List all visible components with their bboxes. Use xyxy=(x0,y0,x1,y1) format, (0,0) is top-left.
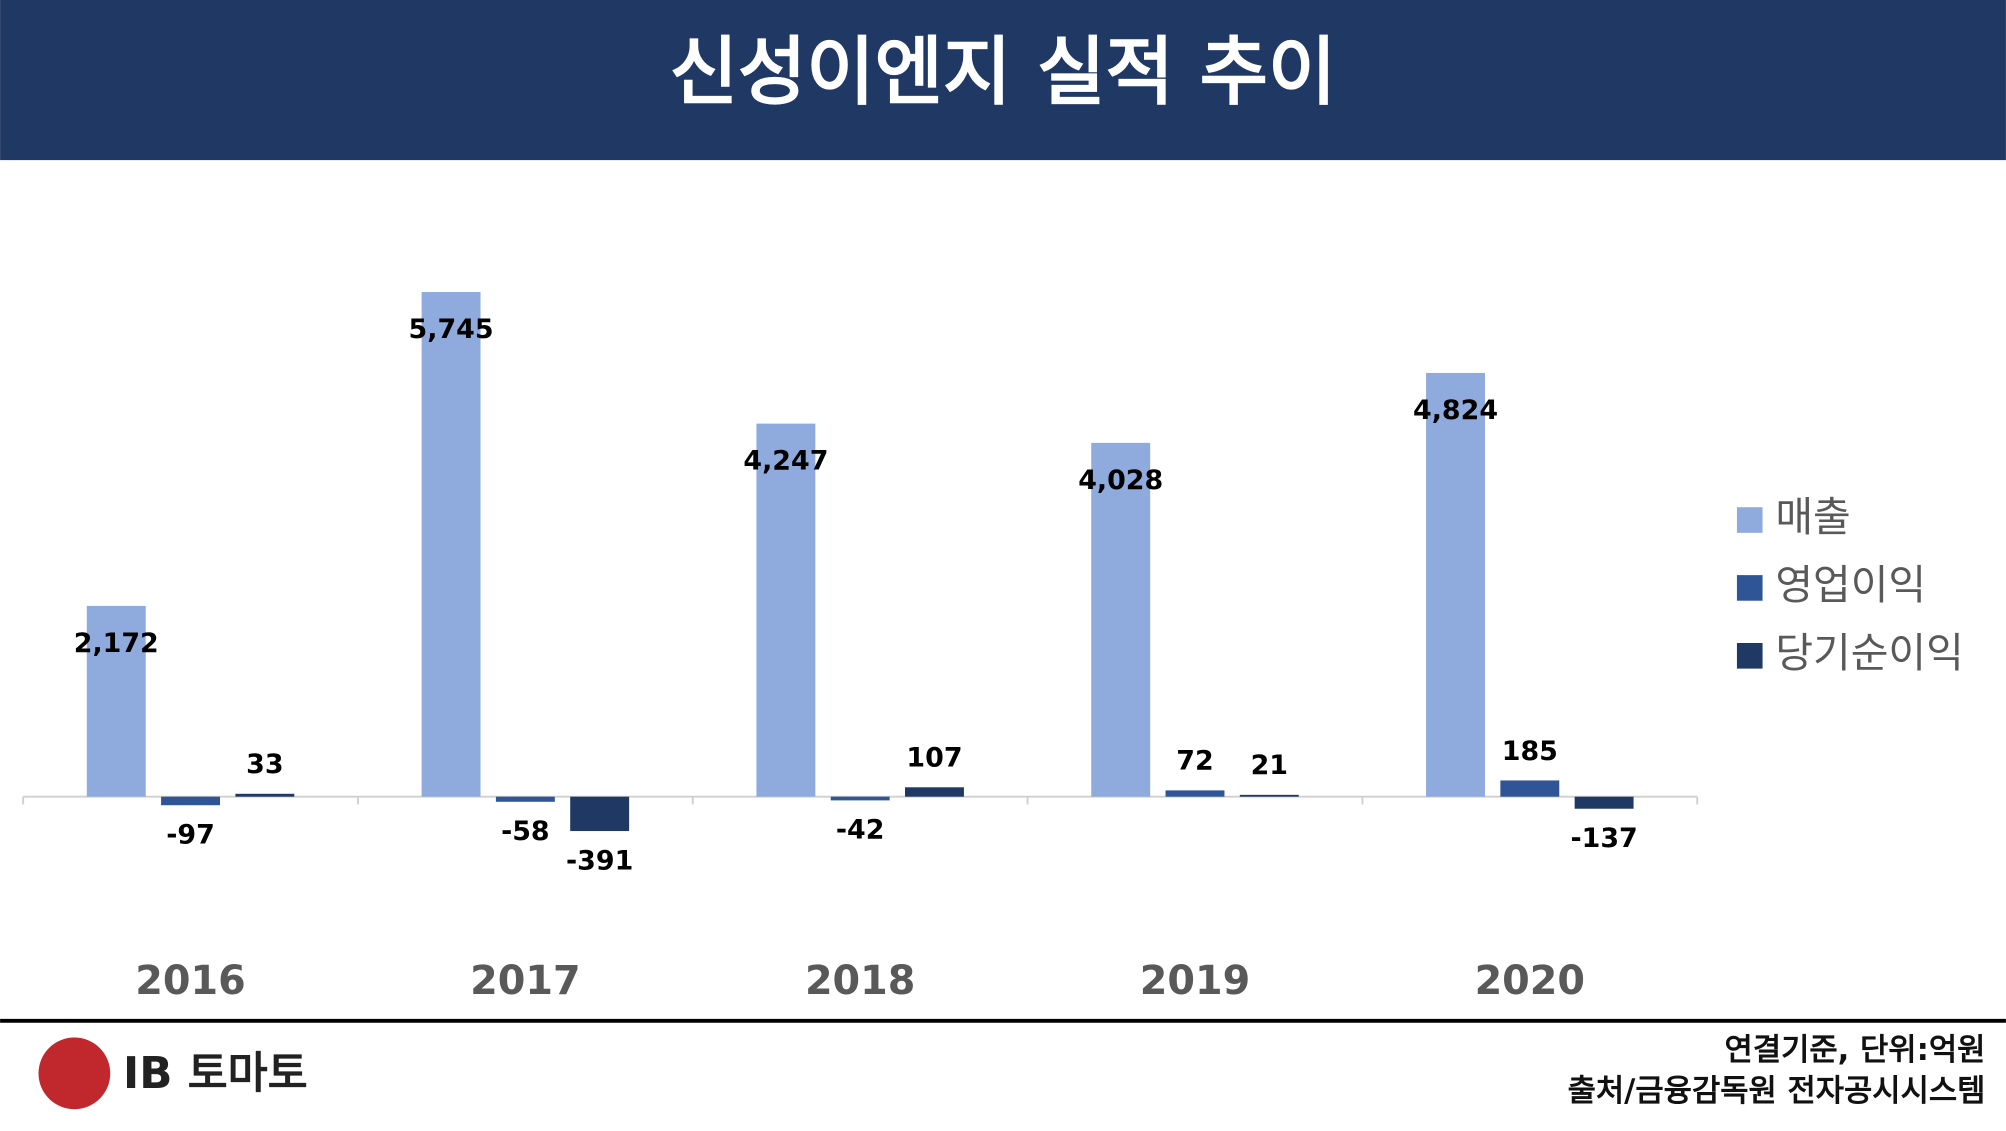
bar xyxy=(1239,794,1299,797)
note: 연결기준, 단위:억원 xyxy=(1725,1032,1986,1068)
bar xyxy=(1165,790,1225,797)
bar xyxy=(1574,796,1634,809)
legend-label: 당기순이익 xyxy=(1775,629,1963,677)
legend-label: 매출 xyxy=(1775,493,1850,541)
data-label: 33 xyxy=(246,749,283,780)
x-tick-label: 2016 xyxy=(135,958,245,1004)
bar xyxy=(1426,372,1485,797)
x-tick-label: 2017 xyxy=(470,958,580,1004)
data-label: 4,824 xyxy=(1413,395,1498,426)
bar xyxy=(1500,780,1560,797)
data-label: -97 xyxy=(166,819,215,850)
chart-title: 신성이엔지 실적 추이 xyxy=(670,28,1337,115)
data-label: 72 xyxy=(1176,746,1213,777)
legend-swatch xyxy=(1736,575,1763,601)
bar xyxy=(830,796,890,801)
bar xyxy=(1091,442,1151,797)
bar xyxy=(905,787,964,797)
legend-swatch xyxy=(1736,507,1763,533)
data-label: -137 xyxy=(1570,823,1637,854)
x-tick-label: 2019 xyxy=(1140,958,1250,1004)
x-tick-label: 2020 xyxy=(1475,958,1585,1004)
logo-text: IB 토마토 xyxy=(123,1049,308,1099)
data-label: 21 xyxy=(1251,750,1288,781)
bar xyxy=(86,605,146,797)
legend-label: 영업이익 xyxy=(1775,561,1926,609)
data-label: 185 xyxy=(1502,736,1558,767)
data-label: 2,172 xyxy=(74,628,159,659)
bar xyxy=(235,793,295,797)
data-label: 107 xyxy=(906,743,962,774)
note: 출처/금융감독원 전자공시시스템 xyxy=(1568,1073,1986,1109)
legend-swatch xyxy=(1736,642,1763,669)
logo-icon xyxy=(38,1037,111,1110)
x-tick-label: 2018 xyxy=(805,958,915,1004)
data-label: -42 xyxy=(836,815,885,846)
data-label: 4,247 xyxy=(743,446,828,477)
data-label: 4,028 xyxy=(1078,465,1163,496)
data-label: -58 xyxy=(501,816,550,847)
bar xyxy=(495,796,555,802)
bar xyxy=(570,796,630,832)
header-band xyxy=(0,0,2006,161)
bar xyxy=(161,796,221,806)
data-label: -391 xyxy=(566,845,633,876)
bar xyxy=(756,423,816,797)
data-label: 5,745 xyxy=(409,314,494,345)
bar xyxy=(421,292,481,797)
